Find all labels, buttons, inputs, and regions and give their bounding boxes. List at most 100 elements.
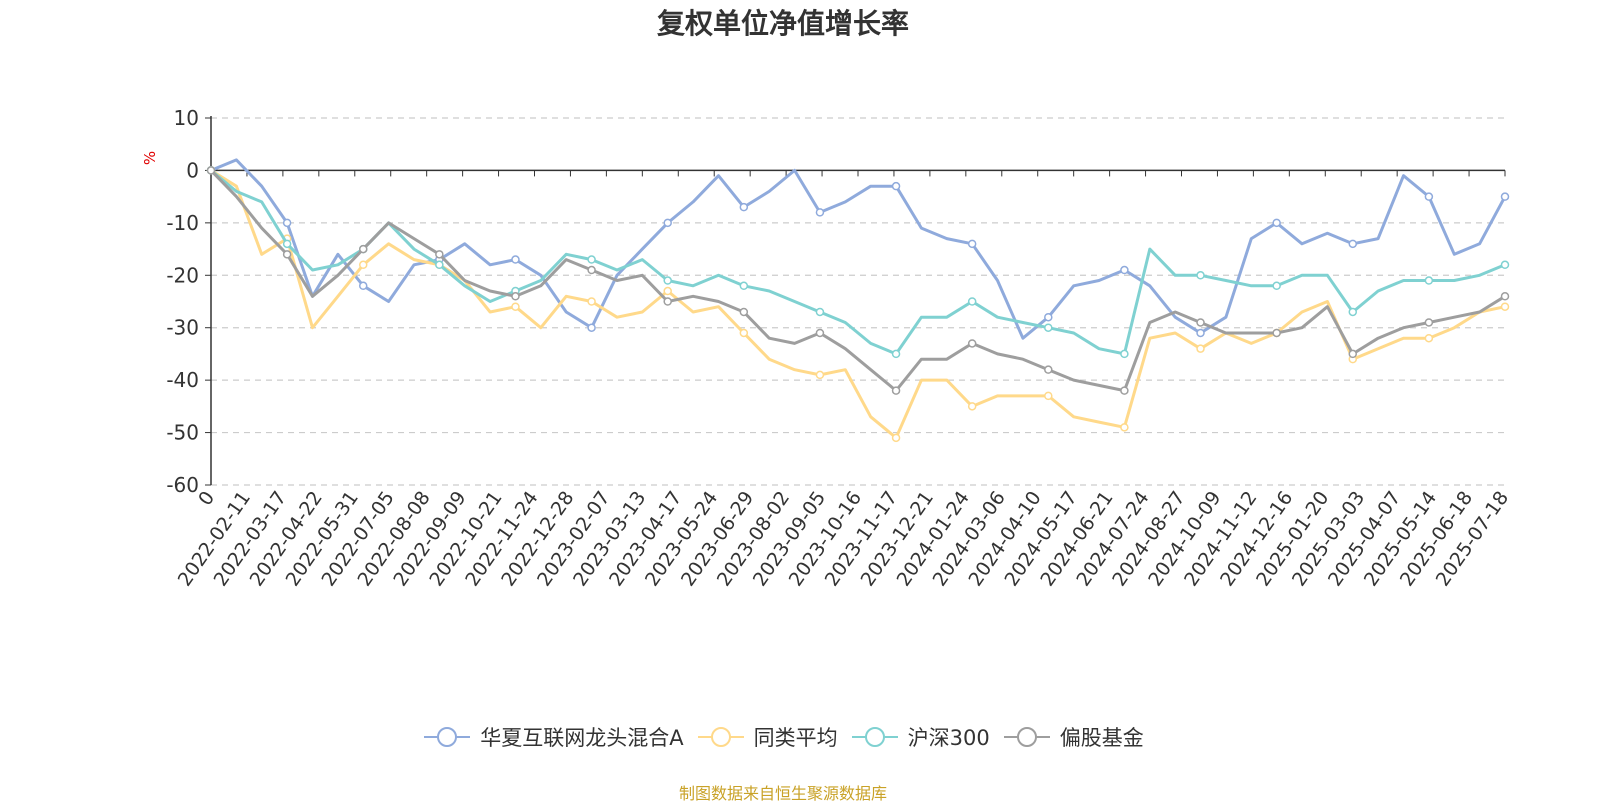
y-tick-label: 0 <box>186 158 199 182</box>
data-point <box>1120 349 1129 359</box>
legend-label: 华夏互联网龙头混合A <box>480 726 684 750</box>
series-line <box>210 169 1506 440</box>
data-point <box>511 255 520 264</box>
series-layer <box>206 158 1510 443</box>
legend-item[interactable]: 华夏互联网龙头混合A <box>422 722 684 752</box>
data-point <box>358 260 368 270</box>
data-point <box>1272 281 1281 291</box>
data-point <box>511 302 520 311</box>
data-point <box>1044 391 1053 401</box>
data-point <box>511 292 520 301</box>
data-point <box>1348 307 1358 317</box>
y-axis-label: % <box>141 151 159 165</box>
data-point <box>435 260 444 270</box>
data-point <box>1348 349 1358 359</box>
data-point <box>815 370 825 380</box>
data-point <box>1500 292 1510 301</box>
series-line <box>209 169 1506 393</box>
data-point <box>282 250 292 259</box>
series-line <box>210 158 1507 340</box>
data-point <box>891 181 901 191</box>
data-point <box>891 349 901 359</box>
data-point <box>1424 333 1434 343</box>
data-point <box>282 239 292 249</box>
data-point <box>1196 271 1205 280</box>
data-point <box>1044 312 1053 322</box>
data-point <box>1272 218 1281 228</box>
data-point <box>1500 192 1510 201</box>
data-point <box>891 433 901 443</box>
data-point <box>891 386 901 395</box>
series-group <box>206 166 1510 359</box>
data-point <box>1120 423 1129 432</box>
legend-marker-circle <box>437 727 458 747</box>
data-point <box>358 244 368 254</box>
data-point <box>206 166 216 175</box>
data-point <box>1196 344 1205 353</box>
y-tick-label: -40 <box>166 368 199 392</box>
y-tick-label: -10 <box>166 211 199 235</box>
legend-item[interactable]: 沪深300 <box>850 722 990 752</box>
series-group <box>206 158 1510 340</box>
data-point <box>663 297 672 306</box>
grid-layer <box>211 117 1505 486</box>
data-point <box>967 297 977 306</box>
data-point <box>1424 276 1434 285</box>
series-line <box>210 169 1506 356</box>
data-point <box>967 239 977 249</box>
legend-label: 偏股基金 <box>1059 726 1144 750</box>
data-point <box>587 265 596 275</box>
series-group <box>206 166 1510 395</box>
chart-title: 复权单位净值增长率 <box>656 7 909 40</box>
data-point <box>739 281 749 291</box>
legend-item[interactable]: 同类平均 <box>696 722 838 752</box>
y-tick-label: -20 <box>166 263 199 287</box>
data-point <box>663 276 672 285</box>
data-point <box>1044 365 1053 374</box>
data-point <box>663 218 672 228</box>
legend-marker <box>1003 727 1050 747</box>
data-point <box>1348 239 1358 249</box>
legend-label: 沪深300 <box>907 726 990 750</box>
legend-label: 同类平均 <box>753 726 838 750</box>
data-point <box>739 202 749 212</box>
data-point <box>663 286 672 296</box>
legend-marker-circle <box>864 727 885 747</box>
y-tick-label: -60 <box>166 473 199 497</box>
y-tick-label: -50 <box>166 421 199 445</box>
data-point <box>358 281 368 291</box>
data-point <box>1272 328 1281 338</box>
data-source-note: 制图数据来自恒生聚源数据库 <box>678 784 887 803</box>
data-point <box>1120 386 1129 395</box>
axis-layer: 100-10-20-30-40-50-60%02022-02-112022-03… <box>141 106 1513 590</box>
legend-item[interactable]: 偏股基金 <box>1002 722 1144 752</box>
legend-marker-circle <box>1016 727 1037 747</box>
data-point <box>1500 260 1510 270</box>
data-point <box>587 297 596 306</box>
data-point <box>282 218 292 228</box>
y-tick-label: -30 <box>166 316 199 340</box>
legend-marker <box>851 727 898 747</box>
data-point <box>815 328 825 338</box>
series-group <box>206 166 1510 443</box>
legend-marker <box>424 727 471 747</box>
line-chart: 100-10-20-30-40-50-60%02022-02-112022-03… <box>141 106 1513 590</box>
data-point <box>1044 323 1053 332</box>
data-point <box>1196 318 1205 327</box>
data-point <box>967 402 977 411</box>
data-point <box>1424 192 1434 201</box>
data-point <box>967 339 977 348</box>
data-point <box>1196 328 1205 338</box>
data-point <box>739 307 749 317</box>
x-tick-label: 0 <box>194 487 219 510</box>
data-point <box>587 255 596 264</box>
legend: 华夏互联网龙头混合A 同类平均 沪深300 偏股基金 <box>0 722 1566 754</box>
data-point <box>1500 302 1510 311</box>
data-point <box>815 208 825 217</box>
data-point <box>435 250 444 259</box>
legend-marker-circle <box>710 727 731 747</box>
data-point <box>739 328 749 338</box>
data-point <box>587 323 596 332</box>
legend-marker <box>697 727 744 747</box>
data-point <box>815 307 825 317</box>
